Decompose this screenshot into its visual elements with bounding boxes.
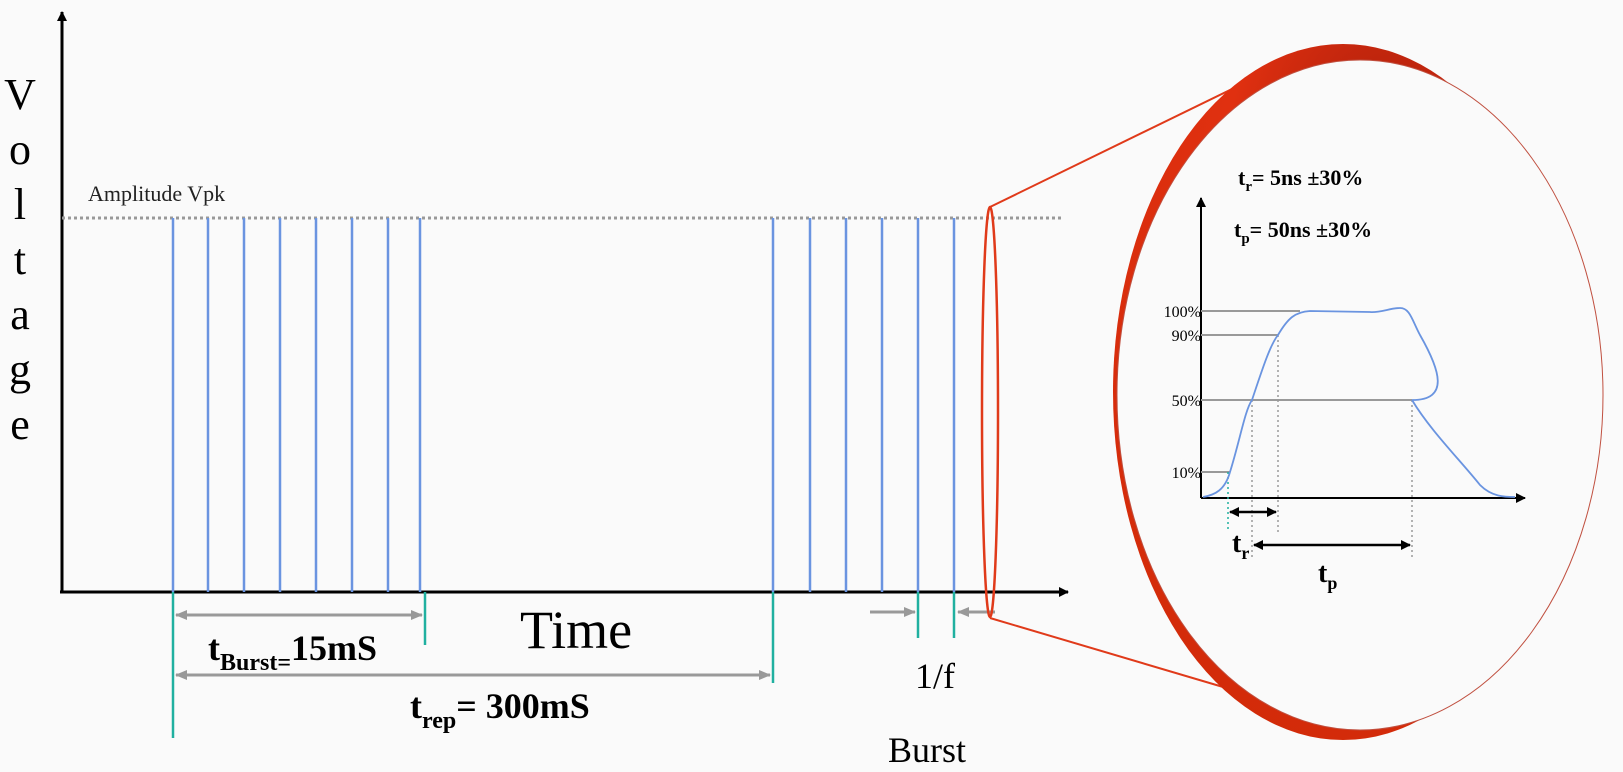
level-label: 50% [1172, 393, 1201, 410]
freq-label: 1/f [915, 656, 955, 696]
level-label: 100% [1164, 304, 1201, 321]
text: = 50ns ±30% [1250, 217, 1372, 242]
text: rep [422, 708, 456, 734]
text: p [1241, 231, 1249, 247]
text: 15mS [291, 628, 377, 668]
freq-label: Burst [888, 730, 966, 770]
text: Burst= [220, 650, 291, 676]
text: t [410, 686, 422, 726]
text: t [208, 628, 220, 668]
text: = 5ns ±30% [1252, 165, 1363, 190]
text: p [1327, 573, 1337, 593]
text: = 300mS [456, 686, 590, 726]
diagram: Voltage Amplitude Vpk Time tBurst=15mS t… [0, 0, 1623, 772]
level-label: 90% [1172, 328, 1201, 345]
y-axis-label: Voltage [0, 70, 45, 455]
text: r [1241, 543, 1249, 563]
x-axis-label: Time [520, 600, 632, 660]
amplitude-label: Amplitude Vpk [88, 181, 225, 206]
level-label: 10% [1172, 465, 1201, 482]
